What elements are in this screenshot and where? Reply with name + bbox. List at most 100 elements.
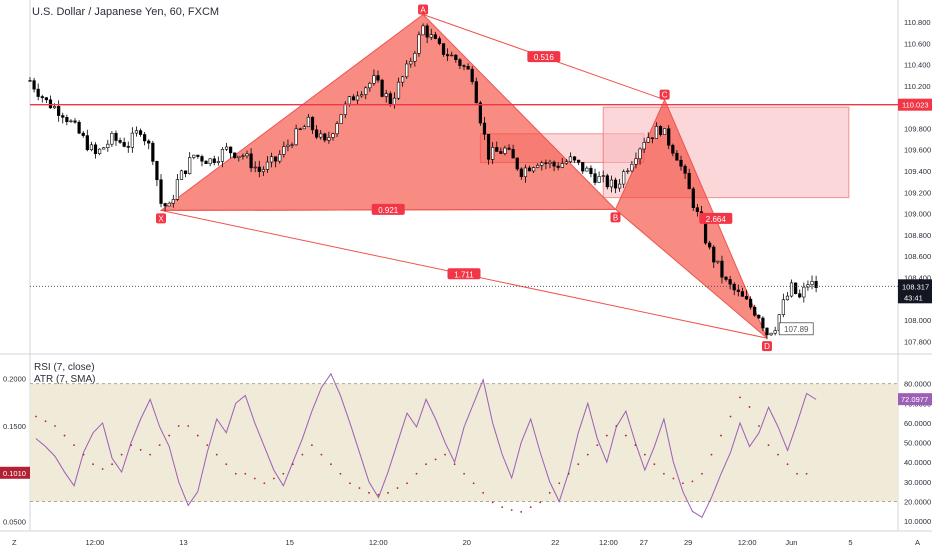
price-tick-label: 109.400 [904, 167, 931, 176]
point-badge [156, 213, 167, 224]
atr-dot [206, 444, 209, 447]
candle-body [114, 132, 118, 141]
candle-body [552, 161, 556, 167]
atr-dot [263, 482, 266, 485]
candle-body [650, 137, 654, 139]
atr-dot [425, 463, 427, 466]
candle-body [757, 314, 761, 319]
candle-body [278, 154, 282, 162]
candle-body [683, 165, 687, 174]
time-tick-label: 20 [463, 538, 471, 547]
pattern-triangle-xab [159, 13, 617, 211]
candle-body [605, 175, 609, 188]
rsi-tick-label: 10.0000 [904, 517, 931, 526]
rsi-label: RSI (7, close) [34, 362, 95, 373]
candle-body [716, 260, 720, 263]
candle-body [368, 82, 372, 89]
candle-body [495, 147, 499, 152]
atr-dot [710, 453, 713, 456]
candle-body [663, 128, 667, 135]
candle-body [81, 132, 85, 136]
atr-dot [234, 472, 237, 475]
candle-body [323, 133, 327, 141]
ratio-xab: 0.921 [378, 206, 399, 215]
atr-dot [634, 444, 637, 447]
candle-body [343, 103, 347, 115]
atr-dot [358, 487, 361, 489]
candle-body [319, 133, 323, 138]
candle-body [462, 65, 466, 67]
atr-dot [215, 453, 218, 456]
candle-body [634, 158, 638, 165]
candle-body [646, 137, 650, 143]
current-price-tag [898, 279, 932, 304]
candle-body [396, 81, 401, 99]
candle-body [130, 132, 134, 148]
candle-body [351, 96, 356, 101]
ratio-badge [699, 212, 733, 224]
candle-body [44, 97, 48, 101]
ratio-badge [371, 203, 405, 215]
atr-dot [463, 472, 466, 475]
candle-body [245, 153, 249, 157]
atr-dot [643, 453, 646, 456]
candle-body [65, 117, 69, 123]
point-label-d: D [764, 342, 770, 351]
candle-body [425, 25, 429, 38]
candle-body [728, 279, 732, 285]
atr-dot [330, 463, 332, 466]
candle-body [331, 133, 335, 138]
rsi-tick-label: 60.0000 [904, 419, 931, 428]
candle-body [364, 87, 368, 95]
point-badge [610, 212, 621, 223]
candle-body [478, 102, 482, 124]
ratio-xad: 1.711 [454, 270, 474, 279]
candle-body [708, 242, 712, 248]
atr-dot [520, 511, 523, 513]
price-tick-label: 107.800 [904, 337, 931, 346]
ratio-bcd: 2.664 [706, 215, 727, 224]
atr-dot [491, 501, 494, 504]
atr-dot [44, 420, 47, 423]
candle-body [48, 99, 53, 109]
atr-dot [482, 491, 485, 494]
candle-body [581, 162, 585, 172]
atr-dot [368, 491, 370, 494]
atr-dot [539, 501, 542, 504]
candle-body [253, 166, 257, 169]
candle-body [695, 207, 699, 212]
candle-body [143, 134, 147, 142]
time-tick-label: 12:00 [599, 538, 618, 547]
atr-tick-label: 0.1500 [3, 422, 26, 431]
candle-body [441, 43, 446, 55]
candle-body [310, 116, 315, 131]
candle-body [527, 167, 532, 172]
rsi-band [30, 383, 898, 502]
candle-body [687, 172, 691, 190]
atr-dot [586, 453, 589, 456]
candle-body [98, 148, 102, 155]
ratio-badge [447, 268, 481, 280]
candle-body [167, 202, 171, 207]
candle-body [577, 159, 581, 163]
candle-body [274, 156, 278, 162]
candle-body [421, 25, 425, 36]
candle-body [290, 144, 294, 146]
atr-dot [558, 482, 561, 485]
candle-body [474, 81, 478, 104]
candle-body [519, 168, 523, 177]
atr-dot [444, 453, 446, 456]
atr-dot [567, 472, 570, 475]
candle-body [540, 162, 544, 166]
candle-body [163, 203, 167, 207]
candle-body [257, 166, 261, 172]
value-box-text: 107.89 [784, 325, 809, 334]
atr-dot [73, 444, 75, 447]
candle-body [736, 289, 740, 292]
atr-dot [682, 482, 684, 485]
time-tick-label: 15 [286, 538, 294, 547]
candle-body [458, 59, 462, 66]
point-label-x: X [158, 214, 164, 223]
candle-body [630, 163, 634, 172]
